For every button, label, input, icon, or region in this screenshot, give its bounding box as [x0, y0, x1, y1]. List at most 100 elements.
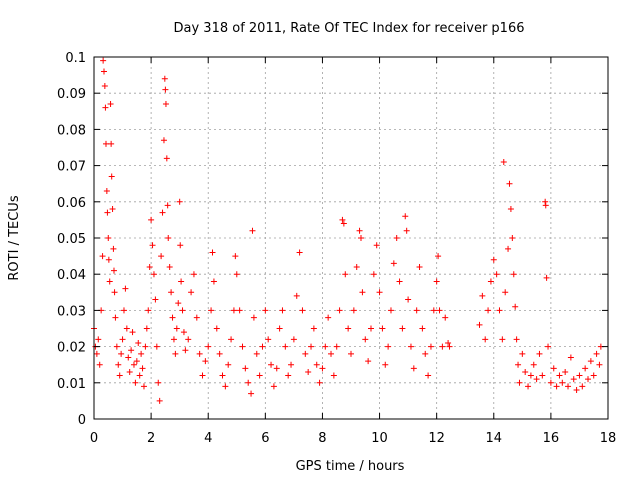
data-point: [305, 368, 312, 375]
data-point: [507, 206, 514, 213]
data-point: [348, 350, 354, 357]
data-point: [172, 350, 179, 357]
data-point: [163, 155, 170, 162]
data-point: [542, 202, 549, 209]
data-point: [102, 104, 109, 111]
data-point: [158, 253, 165, 260]
data-point: [565, 383, 572, 390]
data-point: [143, 325, 150, 332]
data-point: [142, 343, 149, 350]
data-point: [190, 271, 197, 278]
x-tick-label: 16: [543, 431, 560, 446]
data-point: [139, 365, 146, 372]
data-point: [179, 307, 186, 314]
data-point: [230, 307, 237, 314]
data-point: [106, 278, 113, 285]
data-point: [579, 383, 586, 390]
data-point: [161, 75, 168, 82]
data-point: [108, 140, 115, 147]
data-point: [562, 368, 569, 375]
data-point: [205, 343, 212, 350]
data-point: [542, 198, 549, 205]
data-point: [433, 278, 440, 285]
data-point: [273, 365, 280, 372]
data-point: [242, 365, 249, 372]
data-point: [427, 343, 434, 350]
data-point: [136, 372, 143, 379]
data-point: [362, 336, 369, 343]
data-point: [133, 358, 140, 365]
data-point: [416, 263, 423, 270]
data-point: [103, 187, 110, 194]
data-point: [99, 253, 106, 260]
data-point: [135, 339, 142, 346]
data-point: [299, 307, 306, 314]
x-tick-label: 12: [428, 431, 445, 446]
data-point: [446, 343, 453, 350]
data-point: [593, 350, 600, 357]
data-point: [345, 325, 352, 332]
data-point: [385, 343, 392, 350]
data-point: [487, 278, 494, 285]
data-point: [290, 336, 297, 343]
data-point: [276, 325, 283, 332]
data-point: [439, 343, 446, 350]
data-point: [525, 383, 532, 390]
data-point: [248, 390, 255, 397]
x-tick-label: 4: [204, 431, 212, 446]
data-point: [180, 329, 187, 336]
data-point: [128, 347, 135, 354]
data-point: [399, 325, 406, 332]
data-points: [91, 57, 604, 404]
y-tick-label: 0.01: [57, 377, 86, 392]
data-point: [213, 325, 220, 332]
data-point: [482, 336, 489, 343]
data-point: [522, 368, 529, 375]
x-tick-label: 8: [318, 431, 326, 446]
data-point: [122, 285, 129, 292]
data-point: [249, 227, 256, 234]
data-point: [505, 245, 512, 252]
data-point: [496, 307, 503, 314]
data-point: [567, 354, 574, 361]
data-point: [313, 361, 320, 368]
data-point: [153, 343, 160, 350]
data-point: [576, 372, 583, 379]
data-point: [502, 289, 509, 296]
data-point: [376, 289, 383, 296]
data-point: [490, 256, 497, 263]
data-point: [110, 267, 117, 274]
data-point: [539, 372, 546, 379]
data-point: [357, 235, 364, 241]
data-point: [168, 289, 175, 296]
data-point: [156, 397, 163, 404]
data-point: [140, 383, 147, 390]
data-point: [413, 307, 420, 314]
data-point: [445, 339, 452, 346]
data-point: [405, 296, 412, 303]
data-point: [573, 387, 580, 394]
data-point: [219, 372, 226, 379]
data-point: [270, 383, 277, 390]
y-tick-label: 0.06: [57, 196, 86, 211]
data-point: [232, 253, 239, 260]
data-point: [556, 372, 563, 379]
data-point: [110, 245, 117, 252]
data-point: [173, 325, 180, 332]
data-point: [228, 336, 235, 343]
data-point: [479, 292, 486, 299]
data-point: [402, 213, 409, 220]
data-point: [296, 249, 303, 256]
data-point: [162, 86, 169, 93]
data-point: [356, 227, 363, 234]
data-point: [126, 368, 133, 375]
data-point: [350, 307, 357, 314]
data-point: [111, 289, 118, 296]
data-point: [319, 365, 326, 372]
data-point: [527, 372, 534, 379]
data-point: [148, 216, 155, 223]
data-point: [340, 220, 347, 227]
data-point: [160, 137, 167, 144]
data-point: [596, 361, 603, 368]
